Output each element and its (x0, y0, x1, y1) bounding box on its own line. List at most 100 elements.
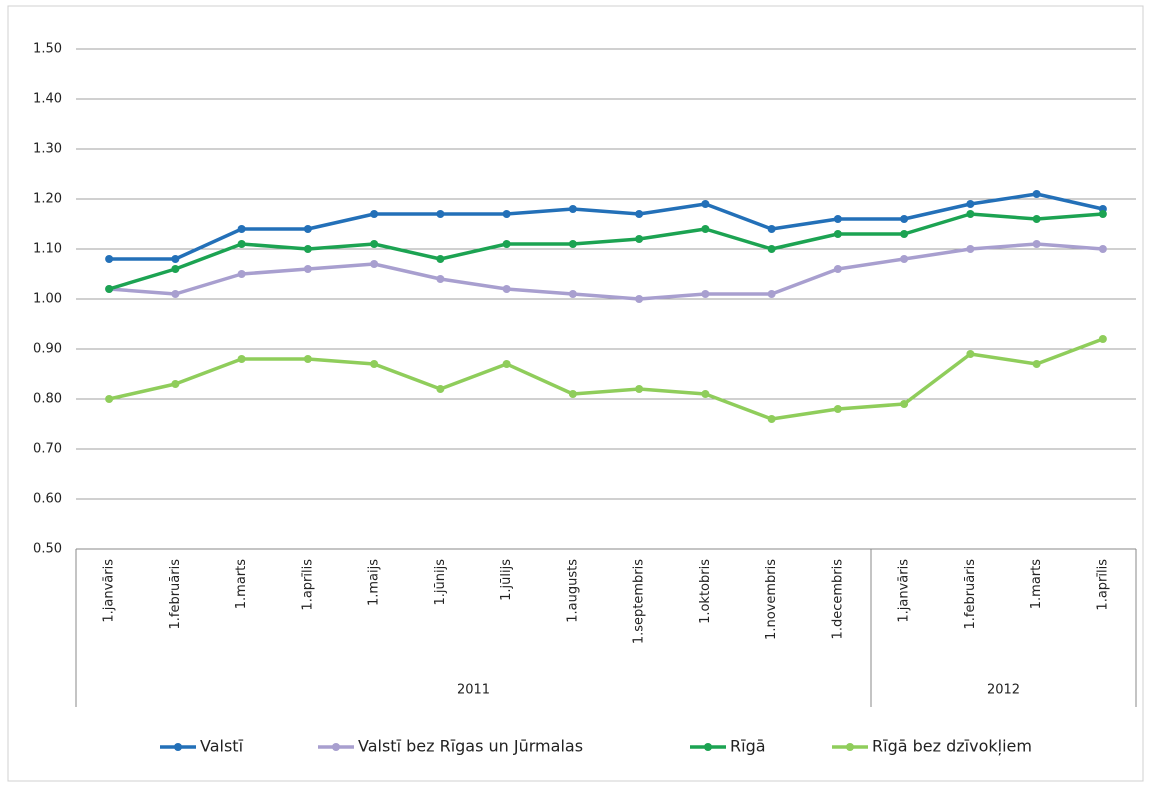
x-tick-label: 1.janvāris (897, 559, 912, 623)
data-point (833, 405, 842, 413)
legend-label: Rīgā bez dzīvokļiem (872, 737, 1032, 756)
data-point (966, 200, 975, 208)
x-tick-label: 1.marts (234, 559, 249, 609)
y-tick-label: 1.00 (33, 292, 62, 307)
series-line (109, 192, 1104, 261)
data-point (833, 215, 842, 223)
data-point (303, 225, 312, 233)
data-point (900, 400, 909, 408)
data-point (370, 260, 379, 268)
data-point (237, 355, 246, 363)
x-tick-label: 1.marts (1029, 559, 1044, 609)
data-point (171, 265, 180, 273)
x-tick-label: 1.jūnijs (433, 559, 448, 606)
x-tick-label: 1.jūlijs (499, 559, 514, 601)
data-point (1032, 360, 1041, 368)
data-point (635, 210, 644, 218)
data-point (701, 390, 710, 398)
y-tick-label: 1.30 (33, 142, 62, 157)
data-point (303, 355, 312, 363)
data-point (1098, 335, 1107, 343)
y-tick-label: 0.50 (33, 542, 62, 557)
legend-marker (332, 743, 340, 751)
data-point (502, 285, 511, 293)
y-tick-label: 0.80 (33, 392, 62, 407)
x-tick-label: 1.aprīlis (300, 559, 315, 611)
x-tick-label: 1.aprīlis (1095, 559, 1110, 611)
y-tick-label: 1.40 (33, 92, 62, 107)
legend-label: Valstī bez Rīgas un Jūrmalas (358, 737, 583, 756)
data-point (568, 290, 577, 298)
data-point (436, 275, 445, 283)
data-point (303, 265, 312, 273)
x-tick-label: 1.novembris (764, 559, 779, 640)
y-tick-label: 1.20 (33, 192, 62, 207)
data-point (833, 230, 842, 238)
data-point (701, 225, 710, 233)
data-point (1098, 210, 1107, 218)
data-point (1032, 215, 1041, 223)
data-point (171, 290, 180, 298)
x-tick-label: 1.septembris (632, 559, 647, 644)
data-point (568, 205, 577, 213)
data-point (767, 290, 776, 298)
x-tick-label: 1.oktobris (698, 559, 713, 624)
group-label: 2012 (987, 683, 1020, 698)
data-point (237, 225, 246, 233)
data-point (237, 270, 246, 278)
data-point (1098, 245, 1107, 253)
data-point (370, 210, 379, 218)
data-point (502, 210, 511, 218)
data-point (900, 255, 909, 263)
data-point (966, 350, 975, 358)
legend-label: Rīgā (730, 737, 766, 756)
legend-label: Valstī (200, 737, 244, 756)
data-point (833, 265, 842, 273)
data-point (171, 255, 180, 263)
data-point (966, 210, 975, 218)
data-point (502, 360, 511, 368)
data-point (303, 245, 312, 253)
x-tick-label: 1.februāris (168, 559, 183, 630)
data-point (1032, 190, 1041, 198)
y-tick-label: 0.60 (33, 492, 62, 507)
data-point (966, 245, 975, 253)
x-tick-label: 1.februāris (963, 559, 978, 630)
x-tick-label: 1.augusts (565, 559, 580, 623)
series-line (108, 242, 1104, 301)
data-point (105, 285, 114, 293)
group-label: 2011 (457, 683, 490, 698)
series-line (108, 337, 1104, 421)
y-tick-label: 1.10 (33, 242, 62, 257)
x-tick-label: 1.janvāris (102, 559, 117, 623)
x-tick-label: 1.decembris (830, 559, 845, 640)
data-point (105, 255, 114, 263)
data-point (635, 295, 644, 303)
data-point (701, 200, 710, 208)
data-point (105, 395, 114, 403)
data-point (701, 290, 710, 298)
data-point (237, 240, 246, 248)
data-point (568, 240, 577, 248)
data-point (436, 385, 445, 393)
data-point (635, 235, 644, 243)
data-point (171, 380, 180, 388)
data-point (767, 225, 776, 233)
data-point (370, 240, 379, 248)
x-tick-label: 1.maijs (367, 559, 382, 606)
data-point (635, 385, 644, 393)
data-point (1032, 240, 1041, 248)
series-line (108, 212, 1104, 291)
legend-marker (704, 743, 712, 751)
data-point (370, 360, 379, 368)
y-tick-label: 0.70 (33, 442, 62, 457)
data-point (436, 210, 445, 218)
legend-marker (846, 743, 854, 751)
legend-marker (174, 743, 182, 751)
data-point (767, 415, 776, 423)
data-point (502, 240, 511, 248)
data-point (900, 215, 909, 223)
y-tick-label: 0.90 (33, 342, 62, 357)
data-point (900, 230, 909, 238)
